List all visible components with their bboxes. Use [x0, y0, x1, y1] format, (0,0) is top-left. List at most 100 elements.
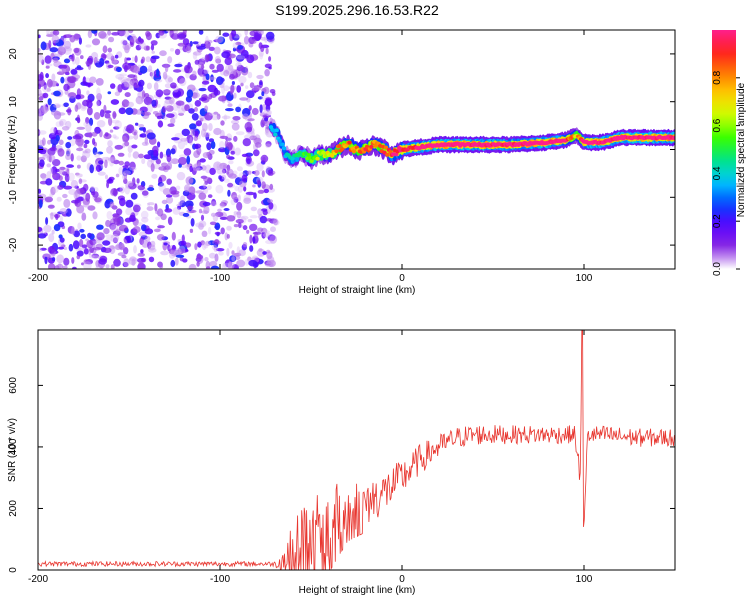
spectrogram-noise-blob: [207, 84, 217, 93]
spectrogram-noise-blob: [144, 93, 150, 98]
spectrogram-noise-blob: [38, 233, 47, 239]
spectrogram-noise-blob: [107, 30, 112, 36]
spectrogram-noise-blob: [151, 55, 160, 60]
spectrogram-noise-blob: [98, 258, 107, 265]
spectrogram-noise-blob: [219, 202, 227, 207]
spectrogram-noise-blob: [227, 189, 231, 197]
spectrogram-noise-blob: [252, 149, 260, 157]
spectrogram-noise-blob: [239, 97, 249, 101]
spectrogram-noise-blob: [112, 237, 118, 244]
spectrogram-noise-blob: [209, 260, 218, 268]
spectrogram-noise-blob: [223, 178, 230, 183]
spectrogram-noise-blob: [268, 56, 272, 62]
spectrogram-noise-blob: [139, 38, 144, 44]
spectrogram-noise-blob: [204, 105, 209, 112]
spectrogram-noise-blob: [98, 31, 107, 39]
spectrogram-noise-blob: [249, 234, 253, 244]
spectrogram-noise-blob: [145, 56, 151, 63]
spectrogram-noise-blob: [163, 115, 168, 121]
spectrogram-noise-blob: [74, 185, 79, 189]
spectrogram-noise-blob: [260, 154, 269, 163]
y-tick-label: 0: [8, 567, 19, 573]
spectrogram-noise-blob: [72, 266, 77, 269]
spectrogram-noise-blob: [177, 75, 186, 84]
spectrogram-noise-blob: [177, 42, 186, 47]
spectrogram-noise-blob: [142, 127, 146, 133]
spectrogram-noise-blob: [147, 149, 155, 156]
spectrogram-noise-blob: [162, 71, 168, 80]
spectrogram-noise-blob: [76, 204, 85, 214]
spectrogram-noise-blob: [87, 106, 93, 116]
spectrogram-noise-blob: [83, 259, 89, 265]
spectrogram-noise-blob: [231, 191, 238, 200]
spectrogram-noise-blob: [88, 254, 95, 259]
spectrogram-noise-blob: [195, 120, 202, 127]
spectrogram-noise-blob: [110, 233, 120, 243]
spectrogram-noise-blob: [38, 156, 46, 161]
spectrogram-noise-blob: [265, 239, 274, 245]
spectrogram-noise-blob: [156, 234, 165, 241]
spectrogram-noise-blob: [168, 248, 175, 255]
spectrogram-noise-blob: [261, 170, 265, 178]
spectrogram-noise-blob: [174, 257, 179, 266]
snr-series-line: [38, 330, 675, 570]
spectrogram-noise-blob: [166, 196, 174, 204]
spectrogram-ridge-cell: [274, 128, 279, 133]
spectrogram-noise-blob: [182, 30, 187, 35]
spectrogram-noise-blob: [63, 40, 72, 50]
spectrogram-noise-blob: [53, 103, 62, 109]
spectrogram-noise-blob: [55, 121, 62, 128]
colorbar-label: Normalized spectral amplitude: [736, 82, 747, 217]
spectrogram-noise-blob: [244, 30, 248, 36]
spectrogram-noise-blob: [159, 151, 164, 159]
spectrogram-noise-blob: [120, 39, 128, 46]
spectrogram-noise-blob: [149, 72, 153, 77]
spectrogram-noise-blob: [264, 98, 273, 106]
spectrogram-noise-blob: [257, 189, 265, 194]
spectrogram-noise-blob: [102, 240, 111, 246]
spectrogram-noise-blob: [171, 137, 180, 141]
spectrogram-noise-blob: [79, 228, 85, 233]
spectrogram-x-label: Height of straight line (km): [299, 285, 416, 296]
y-tick-label: 10: [8, 96, 19, 108]
spectrogram-noise-blob: [45, 65, 50, 69]
spectrogram-noise-blob: [111, 59, 118, 65]
spectrogram-noise-blob: [198, 97, 207, 102]
spectrogram-noise-blob: [209, 167, 216, 175]
spectrogram-noise-blob: [65, 141, 72, 149]
spectrogram-noise-blob: [213, 111, 219, 115]
spectrogram-noise-blob: [238, 222, 242, 229]
spectrogram-noise-blob: [63, 34, 73, 38]
spectrogram-noise-blob: [221, 262, 227, 269]
spectrogram-noise-blob: [259, 215, 268, 224]
spectrogram-noise-blob: [72, 240, 80, 250]
spectrogram-noise-blob: [219, 135, 229, 139]
spectrogram-noise-blob: [151, 173, 158, 179]
spectrogram-noise-blob: [189, 123, 197, 130]
spectrogram-noise-blob: [250, 39, 257, 44]
spectrogram-noise-blob: [147, 203, 151, 207]
spectrogram-noise-blob: [245, 85, 249, 89]
spectrogram-noise-blob: [252, 184, 256, 188]
spectrogram-noise-blob: [85, 99, 92, 103]
spectrogram-noise-blob: [158, 182, 166, 192]
spectrogram-noise-blob: [132, 226, 141, 233]
spectrogram-noise-blob: [139, 65, 148, 74]
spectrogram-noise-blob: [230, 150, 236, 155]
spectrogram-noise-blob: [172, 207, 181, 215]
spectrogram-noise-blob: [70, 153, 74, 162]
spectrogram-noise-blob: [114, 136, 119, 140]
spectrogram-noise-blob: [265, 31, 275, 40]
x-tick-label: 0: [399, 273, 405, 284]
spectrogram-noise-blob: [233, 135, 238, 142]
spectrogram-noise-blob: [247, 71, 253, 79]
spectrogram-ridge-cell: [315, 156, 320, 161]
spectrogram-noise-blob: [250, 130, 255, 136]
spectrogram-noise-blob: [192, 41, 199, 45]
spectrogram-noise-blob: [202, 201, 211, 207]
spectrogram-noise-blob: [206, 185, 212, 191]
spectrogram-noise-blob: [68, 172, 75, 182]
spectrogram-noise-blob: [235, 41, 242, 46]
spectrogram-noise-blob: [230, 88, 234, 96]
spectrogram-noise-blob: [123, 258, 130, 268]
